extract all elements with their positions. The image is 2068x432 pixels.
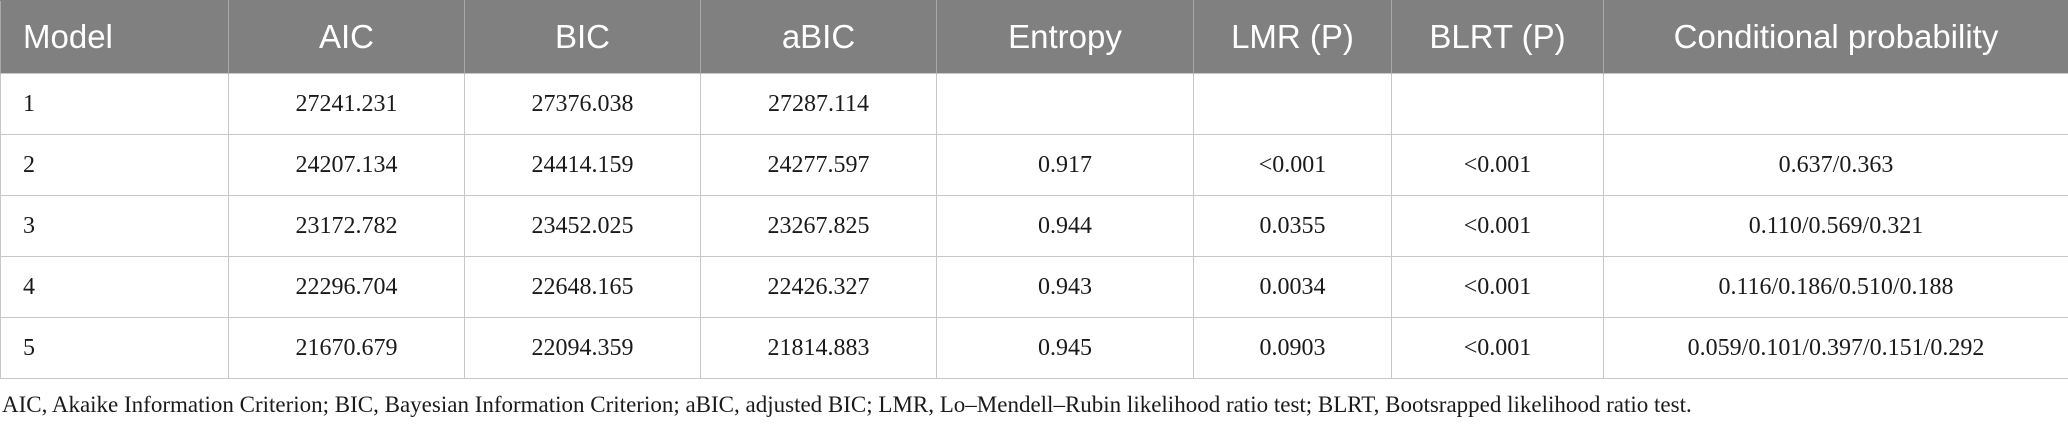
table-row: 5 21670.679 22094.359 21814.883 0.945 0.… xyxy=(0,317,2068,379)
header-row: Model AIC BIC aBIC Entropy LMR (P) BLRT … xyxy=(0,0,2068,74)
cell-blrt: <0.001 xyxy=(1391,134,1604,196)
table-footnote: AIC, Akaike Information Criterion; BIC, … xyxy=(2,392,1692,417)
cell-bic: 27376.038 xyxy=(464,73,701,135)
header-abic: aBIC xyxy=(700,0,937,74)
cell-model: 4 xyxy=(0,256,229,318)
cell-entropy xyxy=(936,73,1194,135)
cell-lmr: 0.0355 xyxy=(1193,195,1392,257)
cell-entropy: 0.917 xyxy=(936,134,1194,196)
cell-blrt: <0.001 xyxy=(1391,317,1604,379)
cell-conditional-probability: 0.059/0.101/0.397/0.151/0.292 xyxy=(1603,317,2068,379)
cell-entropy: 0.945 xyxy=(936,317,1194,379)
cell-conditional-probability: 0.116/0.186/0.510/0.188 xyxy=(1603,256,2068,318)
cell-lmr: 0.0034 xyxy=(1193,256,1392,318)
cell-bic: 24414.159 xyxy=(464,134,701,196)
cell-aic: 23172.782 xyxy=(228,195,465,257)
cell-aic: 21670.679 xyxy=(228,317,465,379)
cell-model: 5 xyxy=(0,317,229,379)
cell-blrt xyxy=(1391,73,1604,135)
cell-abic: 22426.327 xyxy=(700,256,937,318)
table-row: 1 27241.231 27376.038 27287.114 xyxy=(0,73,2068,135)
cell-bic: 22094.359 xyxy=(464,317,701,379)
header-entropy: Entropy xyxy=(936,0,1194,74)
cell-lmr: <0.001 xyxy=(1193,134,1392,196)
table-row: 2 24207.134 24414.159 24277.597 0.917 <0… xyxy=(0,134,2068,196)
header-conditional-probability: Conditional probability xyxy=(1603,0,2068,74)
cell-blrt: <0.001 xyxy=(1391,195,1604,257)
table-row: 3 23172.782 23452.025 23267.825 0.944 0.… xyxy=(0,195,2068,257)
cell-entropy: 0.943 xyxy=(936,256,1194,318)
cell-abic: 27287.114 xyxy=(700,73,937,135)
cell-aic: 27241.231 xyxy=(228,73,465,135)
header-aic: AIC xyxy=(228,0,465,74)
table-row: 4 22296.704 22648.165 22426.327 0.943 0.… xyxy=(0,256,2068,318)
cell-entropy: 0.944 xyxy=(936,195,1194,257)
cell-lmr xyxy=(1193,73,1392,135)
cell-model: 2 xyxy=(0,134,229,196)
model-fit-table: Model AIC BIC aBIC Entropy LMR (P) BLRT … xyxy=(0,0,2068,379)
cell-model: 3 xyxy=(0,195,229,257)
cell-aic: 22296.704 xyxy=(228,256,465,318)
cell-bic: 23452.025 xyxy=(464,195,701,257)
cell-abic: 24277.597 xyxy=(700,134,937,196)
cell-aic: 24207.134 xyxy=(228,134,465,196)
cell-abic: 21814.883 xyxy=(700,317,937,379)
cell-conditional-probability: 0.637/0.363 xyxy=(1603,134,2068,196)
cell-bic: 22648.165 xyxy=(464,256,701,318)
header-model: Model xyxy=(0,0,229,74)
header-blrt: BLRT (P) xyxy=(1391,0,1604,74)
cell-blrt: <0.001 xyxy=(1391,256,1604,318)
header-lmr: LMR (P) xyxy=(1193,0,1392,74)
header-bic: BIC xyxy=(464,0,701,74)
cell-abic: 23267.825 xyxy=(700,195,937,257)
table-container: Model AIC BIC aBIC Entropy LMR (P) BLRT … xyxy=(0,0,2068,379)
cell-model: 1 xyxy=(0,73,229,135)
cell-conditional-probability xyxy=(1603,73,2068,135)
cell-conditional-probability: 0.110/0.569/0.321 xyxy=(1603,195,2068,257)
cell-lmr: 0.0903 xyxy=(1193,317,1392,379)
